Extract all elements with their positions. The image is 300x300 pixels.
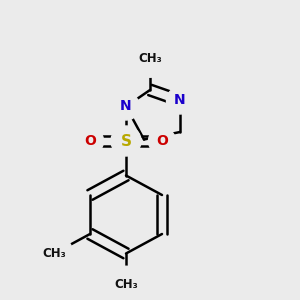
Text: CH₃: CH₃ [138,52,162,65]
Circle shape [107,266,145,300]
Text: O: O [156,134,168,148]
Text: S: S [121,134,131,148]
Circle shape [35,235,73,272]
Text: N: N [174,94,186,107]
Text: N: N [120,100,132,113]
Circle shape [111,126,141,156]
Text: O: O [84,134,96,148]
Text: CH₃: CH₃ [42,247,66,260]
Circle shape [76,128,103,154]
Circle shape [148,128,176,154]
Circle shape [167,87,194,114]
Circle shape [112,93,140,120]
Circle shape [131,40,169,77]
Text: CH₃: CH₃ [114,278,138,292]
